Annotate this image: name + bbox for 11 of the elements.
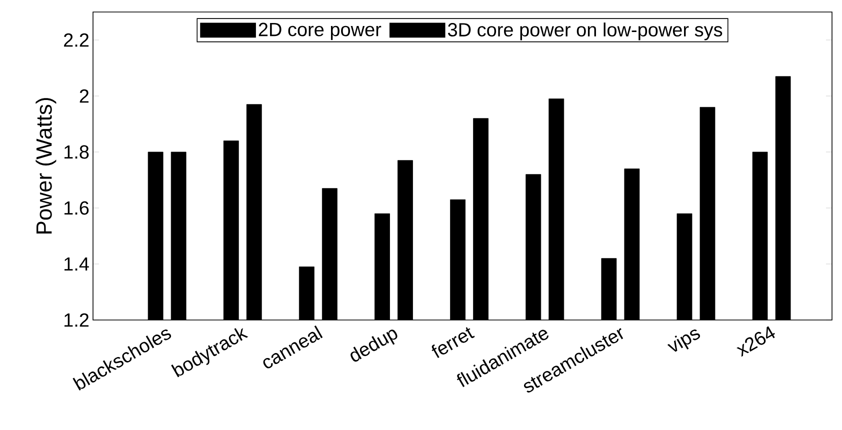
y-axis-title: Power (Watts) xyxy=(36,98,56,234)
y-tick-label: 2.2 xyxy=(64,33,89,47)
y-tick-label: 2 xyxy=(80,89,89,103)
y-tick-label: 1.8 xyxy=(64,145,89,159)
y-tick-label: 1.2 xyxy=(64,313,89,327)
y-tick-label: 1.6 xyxy=(64,201,89,215)
legend-label: 3D core power on low-power sys xyxy=(448,22,722,40)
x-tick-label: vips xyxy=(667,329,700,352)
y-tick-label: 1.4 xyxy=(64,257,89,271)
legend-label: 2D core power xyxy=(258,22,382,40)
x-tick-label: x264 xyxy=(736,326,775,357)
